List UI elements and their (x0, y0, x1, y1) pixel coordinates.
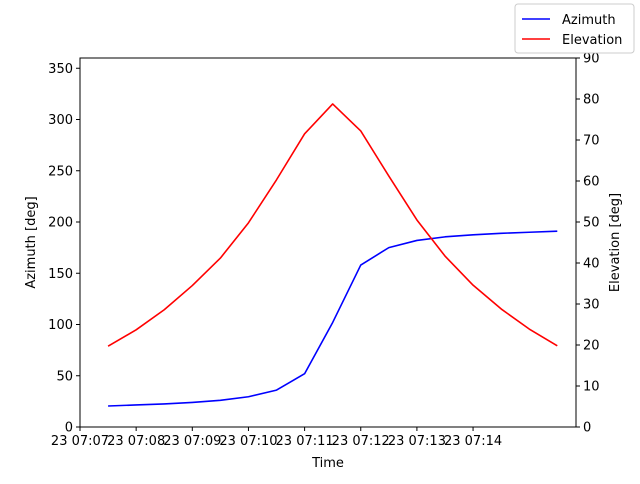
right-tick-label: 30 (583, 298, 600, 313)
left-tick-label: 200 (48, 216, 73, 231)
y-axis-label-right: Elevation [deg] (608, 193, 623, 292)
left-tick-label: 150 (48, 267, 73, 282)
left-tick-label: 350 (48, 62, 73, 77)
left-tick-label: 300 (48, 113, 73, 128)
left-tick-label: 0 (65, 421, 73, 436)
right-tick-label: 90 (583, 52, 600, 67)
right-tick-label: 0 (583, 421, 591, 436)
legend-label-azimuth: Azimuth (562, 13, 616, 28)
plot-border (79, 57, 577, 428)
legend-label-elevation: Elevation (562, 33, 622, 48)
x-tick-label: 23 07:10 (219, 434, 277, 449)
right-tick-label: 70 (583, 134, 600, 149)
series-lines (107, 103, 558, 407)
right-tick-label: 60 (583, 175, 600, 190)
legend: Azimuth Elevation (514, 3, 635, 54)
x-tick-label: 23 07:14 (444, 434, 502, 449)
plot-area (79, 57, 577, 428)
x-tick-label: 23 07:08 (107, 434, 165, 449)
left-tick-label: 250 (48, 164, 73, 179)
x-tick-label: 23 07:12 (332, 434, 390, 449)
right-tick-label: 10 (583, 380, 600, 395)
series-line-elevation (107, 103, 558, 347)
left-tick-label: 50 (56, 369, 73, 384)
x-tick-label: 23 07:09 (163, 434, 221, 449)
left-tick-label: 100 (48, 318, 73, 333)
right-tick-label: 50 (583, 216, 600, 231)
right-tick-label: 80 (583, 93, 600, 108)
right-tick-label: 40 (583, 257, 600, 272)
x-axis-label: Time (311, 456, 344, 471)
y-axis-label-left: Azimuth [deg] (24, 196, 39, 288)
right-axis-ticks: 0 10 20 30 40 50 60 70 80 90 (576, 52, 600, 436)
x-tick-label: 23 07:11 (276, 434, 334, 449)
right-tick-label: 20 (583, 339, 600, 354)
x-tick-label: 23 07:07 (51, 434, 109, 449)
left-axis-ticks: 0 50 100 150 200 250 300 350 (48, 62, 80, 436)
x-tick-label: 23 07:13 (388, 434, 446, 449)
legend-box (514, 3, 635, 54)
series-line-azimuth (108, 230, 558, 407)
